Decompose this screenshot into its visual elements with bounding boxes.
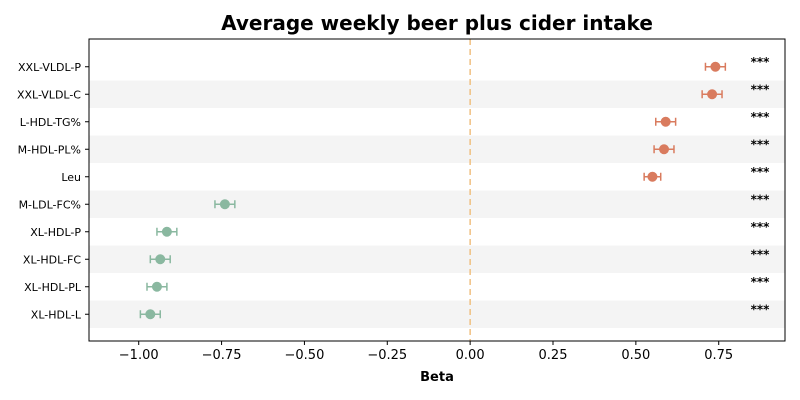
point-estimate	[660, 116, 671, 127]
row-bands	[89, 80, 785, 328]
x-tick-label: 0.50	[621, 348, 650, 363]
row-band	[89, 80, 785, 108]
chart-title: Average weekly beer plus cider intake	[221, 11, 653, 35]
point-estimate	[155, 254, 166, 265]
x-tick-label: −0.75	[202, 348, 242, 363]
x-tick-label: −0.25	[367, 348, 407, 363]
significance-label: ***	[751, 110, 771, 124]
point-estimate	[647, 171, 658, 182]
point-estimate	[707, 89, 718, 100]
significance-label: ***	[751, 82, 771, 96]
y-tick-label: XL-HDL-L	[31, 308, 82, 321]
significance-label: ***	[751, 137, 771, 151]
y-tick-label: XL-HDL-PL	[24, 281, 82, 294]
significance-label: ***	[751, 192, 771, 206]
y-tick-label: XL-HDL-P	[30, 226, 81, 239]
x-axis-label: Beta	[420, 370, 454, 385]
significance-label: ***	[751, 247, 771, 261]
point-estimate	[219, 199, 230, 210]
significance-label: ***	[751, 165, 771, 179]
x-tick-label: −1.00	[119, 348, 159, 363]
y-tick-label: M-LDL-FC%	[19, 198, 81, 211]
significance-label: ***	[751, 55, 771, 69]
row-band	[89, 245, 785, 273]
x-tick-label: −0.50	[285, 348, 325, 363]
y-tick-label: L-HDL-TG%	[20, 116, 81, 129]
significance-label: ***	[751, 302, 771, 316]
x-axis: −1.00 −0.75 −0.50 −0.25 0.00 0.25 0.50 0.75	[119, 341, 733, 363]
point-estimate	[145, 309, 156, 320]
x-tick-label: 0.25	[539, 348, 568, 363]
y-tick-label: Leu	[61, 171, 81, 184]
point-estimate	[659, 144, 670, 155]
significance-label: ***	[751, 275, 771, 289]
y-tick-label: XL-HDL-FC	[23, 253, 81, 266]
point-estimate	[710, 61, 721, 72]
point-estimate	[151, 281, 162, 292]
plot-frame	[88, 38, 786, 342]
row-band	[89, 135, 785, 163]
y-tick-label: XXL-VLDL-P	[18, 61, 81, 74]
x-tick-label: 0.75	[704, 348, 733, 363]
row-band	[89, 190, 785, 218]
point-estimate	[161, 226, 172, 237]
significance-label: ***	[751, 220, 771, 234]
x-tick-label: 0.00	[456, 348, 485, 363]
data-marks	[139, 61, 727, 320]
row-band	[89, 300, 785, 328]
y-axis: XXL-VLDL-P XXL-VLDL-C L-HDL-TG% M-HDL-PL% Le…	[17, 61, 89, 321]
significance-labels: *** *** *** *** *** *** *** *** *** ***	[751, 55, 771, 317]
y-tick-label: XXL-VLDL-C	[17, 88, 81, 101]
y-tick-label: M-HDL-PL%	[18, 143, 81, 156]
